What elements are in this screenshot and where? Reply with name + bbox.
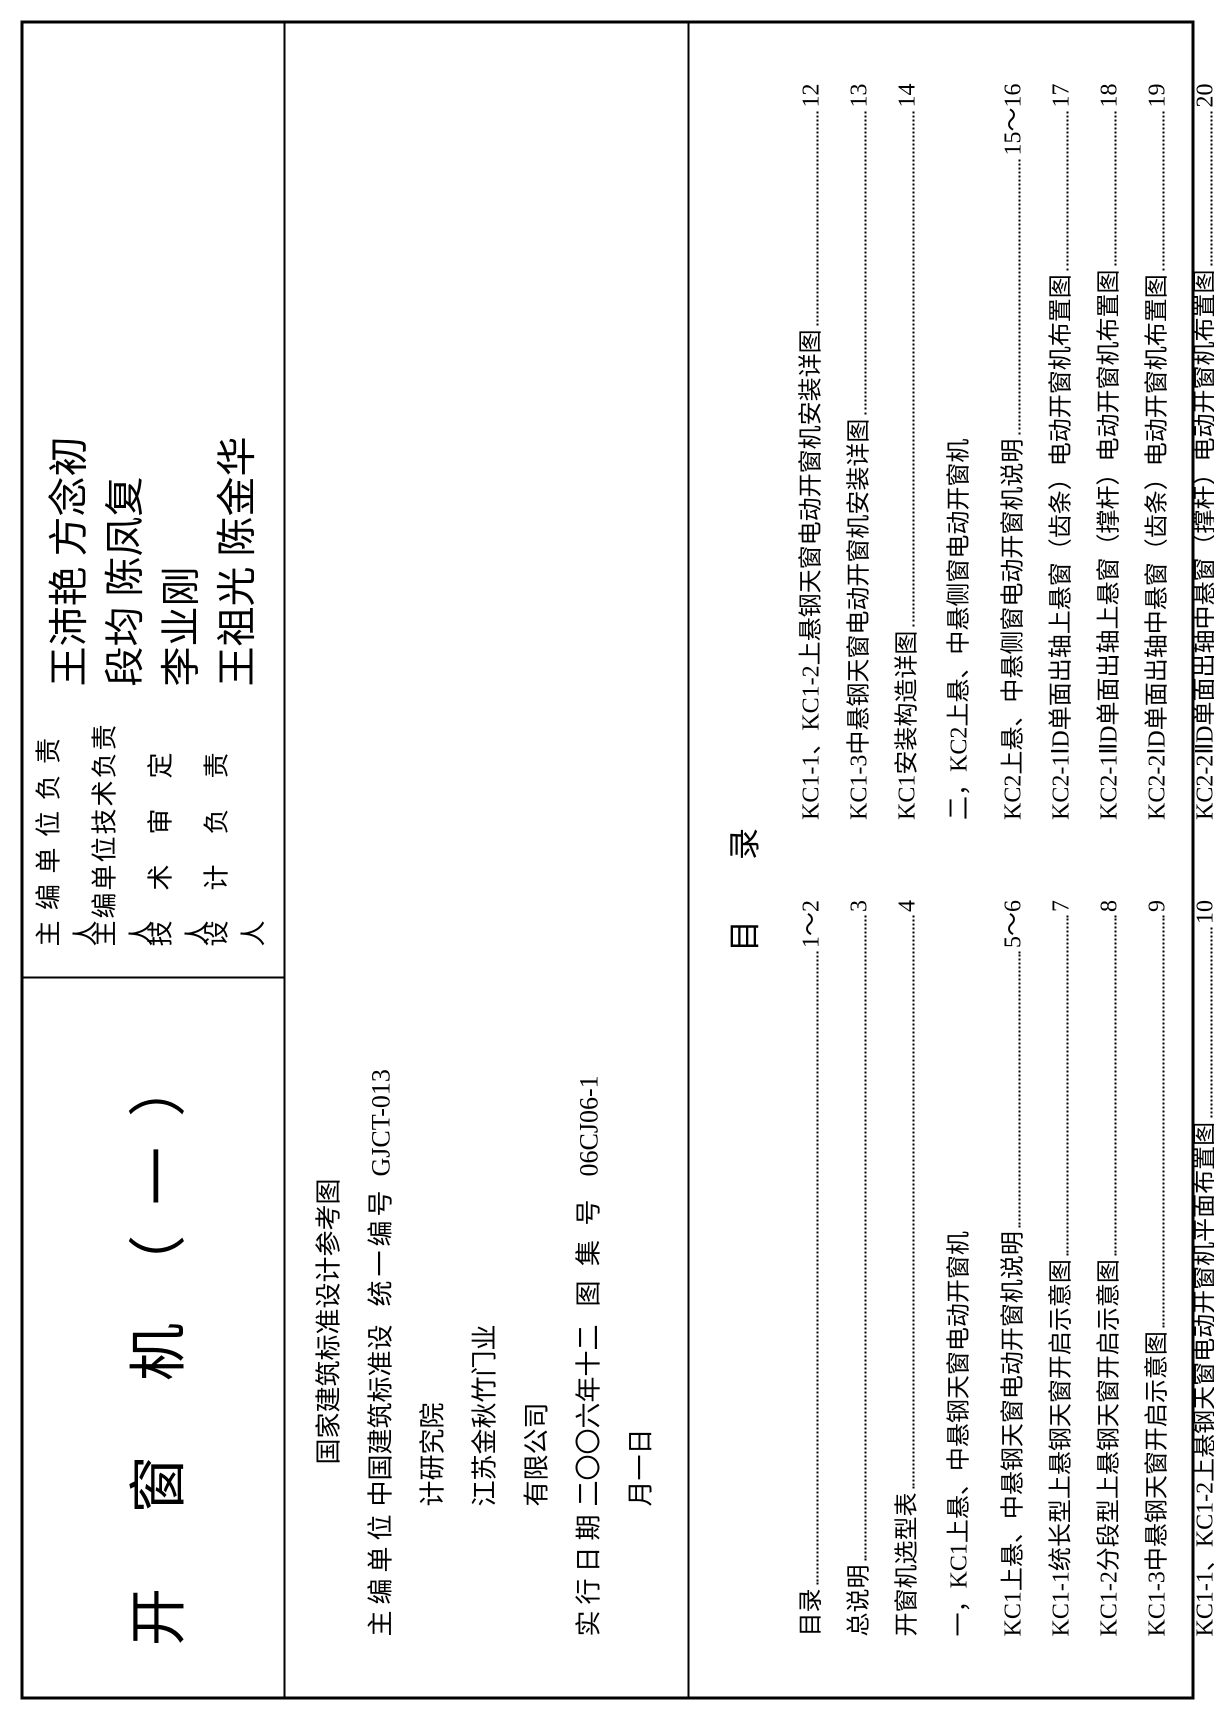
toc-left-item-page-2: 8 bbox=[1085, 900, 1133, 912]
date-label: 实行日期 bbox=[563, 1506, 667, 1636]
toc-right-top-page-1: 13 bbox=[835, 83, 883, 107]
toc-left-item-label-4: KC1-1、KC1-2上悬钢天窗电动开窗机平面布置图 bbox=[1181, 1121, 1214, 1636]
sig-line-0: 主 编 单 位 负 责 人 王沛艳 方念初 bbox=[41, 53, 89, 946]
toc-leader bbox=[864, 111, 866, 414]
toc-right-item-label-0: KC2上悬、中悬侧窗电动开窗机说明 bbox=[989, 438, 1037, 819]
toc-left-top-label-2: 开窗机选型表 bbox=[883, 1492, 931, 1636]
toc-right-item-label-3: KC2-2ⅠD单面出轴中悬窗（齿条）电动开窗机布置图 bbox=[1133, 274, 1181, 820]
info-block: 国家建筑标准设计参考图 主编单位 中国建筑标准设计研究院 江苏金秋竹门业有限公司… bbox=[285, 23, 689, 1696]
editors-line: 主编单位 中国建筑标准设计研究院 江苏金秋竹门业有限公司 统一编号 GJCT-0… bbox=[355, 1006, 563, 1636]
toc-left-heading: 一，KC1上悬、中悬钢天窗电动开窗机 bbox=[931, 900, 989, 1637]
editors-label: 主编单位 bbox=[355, 1506, 563, 1636]
toc-leader bbox=[864, 916, 866, 1561]
toc-left-top-1: 总说明 3 bbox=[835, 900, 883, 1637]
date-line: 实行日期 二〇〇六年十二月一日 图 集 号 06CJ06-1 bbox=[563, 1006, 667, 1636]
ref-title: 国家建筑标准设计参考图 bbox=[303, 1006, 355, 1636]
toc-left-item-page-1: 7 bbox=[1037, 900, 1085, 912]
toc-right-item-page-1: 17 bbox=[1037, 83, 1085, 107]
code1-value: GJCT-013 bbox=[355, 1006, 407, 1176]
toc-leader bbox=[1066, 111, 1068, 270]
sig-line-3: 设 计 负 责 人 王祖光 陈金华 bbox=[209, 53, 257, 946]
toc-right-heading: 二，KC2上悬、中悬侧窗电动开窗机 bbox=[931, 83, 989, 820]
editor-0: 中国建筑标准设计研究院 bbox=[366, 1324, 447, 1506]
sig-name-3: 王祖光 陈金华 bbox=[204, 436, 262, 686]
toc-left-top-page-2: 4 bbox=[883, 900, 931, 912]
toc-right-top-2: KC1安装构造详图 14 bbox=[883, 83, 931, 820]
toc-right-item-page-4: 20 bbox=[1181, 83, 1214, 107]
toc-right-item-1: KC2-1ⅠD单面出轴上悬窗（齿条）电动开窗机布置图 17 bbox=[1037, 83, 1085, 820]
toc-right-top-label-0: KC1-1、KC1-2上悬钢天窗电动开窗机安装详图 bbox=[787, 329, 835, 820]
toc-left-top-page-1: 3 bbox=[835, 900, 883, 912]
toc-right-item-label-2: KC2-1ⅡD单面出轴上悬窗（撑杆）电动开窗机布置图 bbox=[1085, 269, 1133, 819]
doc-title: 开 窗 机（一） bbox=[23, 976, 283, 1696]
toc-right-top-page-0: 12 bbox=[787, 83, 835, 107]
toc-left-item-page-4: 10 bbox=[1181, 900, 1214, 924]
toc-left-item-label-3: KC1-3中悬钢天窗开启示意图 bbox=[1133, 1331, 1181, 1636]
toc-col-left: 目录 1～2 总说明 3 开窗机选型表 4 一，KC1上悬、中悬钢天窗电动开窗机 KC1上… bbox=[787, 860, 1214, 1637]
toc-leader bbox=[1162, 916, 1164, 1327]
toc-leader bbox=[816, 952, 818, 1585]
toc-left-item-page-3: 9 bbox=[1133, 900, 1181, 912]
toc-right-item-page-3: 19 bbox=[1133, 83, 1181, 107]
code2-label: 图 集 号 bbox=[563, 1176, 667, 1306]
toc-left-item-label-2: KC1-2分段型上悬钢天窗开启示意图 bbox=[1085, 1259, 1133, 1636]
toc-right-top-label-2: KC1安装构造详图 bbox=[883, 630, 931, 819]
toc-left-top-2: 开窗机选型表 4 bbox=[883, 900, 931, 1637]
toc-right-top-0: KC1-1、KC1-2上悬钢天窗电动开窗机安装详图 12 bbox=[787, 83, 835, 820]
toc-left-top-label-0: 目录 bbox=[787, 1588, 835, 1636]
toc-left-item-4: KC1-1、KC1-2上悬钢天窗电动开窗机平面布置图 10 bbox=[1181, 900, 1214, 1637]
toc-leader bbox=[1210, 928, 1212, 1118]
signatures-block: 主 编 单 位 负 责 人 王沛艳 方念初 主编单位技术负责人 段均 陈凤复 技… bbox=[23, 23, 283, 976]
date-value: 二〇〇六年十二月一日 bbox=[563, 1306, 667, 1506]
toc-left-top-page-0: 1～2 bbox=[787, 900, 835, 948]
toc-title: 目录 bbox=[689, 23, 787, 1696]
toc-right-item-0: KC2上悬、中悬侧窗电动开窗机说明 15～16 bbox=[989, 83, 1037, 820]
toc-left-top-label-1: 总说明 bbox=[835, 1564, 883, 1636]
sig-line-2: 技 术 审 定 人 李业刚 bbox=[153, 53, 201, 946]
toc-right-item-label-4: KC2-2ⅡD单面出轴中悬窗（撑杆）电动开窗机布置图 bbox=[1181, 269, 1214, 819]
sig-name-0: 王沛艳 方念初 bbox=[36, 436, 94, 686]
toc-leader bbox=[912, 111, 914, 626]
header: 开 窗 机（一） 主 编 单 位 负 责 人 王沛艳 方念初 主编单位技术负责人… bbox=[23, 23, 285, 1696]
toc-leader bbox=[1018, 159, 1020, 434]
sig-label-3: 设 计 负 责 人 bbox=[196, 706, 270, 946]
sig-name-1: 段均 陈凤复 bbox=[92, 476, 150, 686]
editor-1: 江苏金秋竹门业有限公司 bbox=[470, 1324, 551, 1506]
toc-right-item-4: KC2-2ⅡD单面出轴中悬窗（撑杆）电动开窗机布置图 20 bbox=[1181, 83, 1214, 820]
toc-right-item-page-0: 15～16 bbox=[989, 83, 1037, 155]
info-left: 国家建筑标准设计参考图 主编单位 中国建筑标准设计研究院 江苏金秋竹门业有限公司… bbox=[285, 976, 687, 1696]
drawing-sheet: 开 窗 机（一） 主 编 单 位 负 责 人 王沛艳 方念初 主编单位技术负责人… bbox=[20, 20, 1194, 1699]
toc-leader bbox=[816, 111, 818, 325]
toc-left-item-3: KC1-3中悬钢天窗开启示意图 9 bbox=[1133, 900, 1181, 1637]
toc-left-item-page-0: 5～6 bbox=[989, 900, 1037, 948]
toc-right-item-page-2: 18 bbox=[1085, 83, 1133, 107]
code2-value: 06CJ06-1 bbox=[563, 1006, 667, 1176]
toc-right-top-page-2: 14 bbox=[883, 83, 931, 107]
toc-leader bbox=[1210, 111, 1212, 265]
toc-col-right: KC1-1、KC1-2上悬钢天窗电动开窗机安装详图12KC1-3中悬钢天窗电动开… bbox=[787, 83, 1214, 860]
toc-left-item-label-0: KC1上悬、中悬钢天窗电动开窗机说明 bbox=[989, 1231, 1037, 1636]
toc-left-item-2: KC1-2分段型上悬钢天窗开启示意图 8 bbox=[1085, 900, 1133, 1637]
toc-right-item-label-1: KC2-1ⅠD单面出轴上悬窗（齿条）电动开窗机布置图 bbox=[1037, 274, 1085, 820]
toc-right-top-label-1: KC1-3中悬钢天窗电动开窗机安装详图 bbox=[835, 418, 883, 819]
toc-leader bbox=[1114, 916, 1116, 1255]
toc-leader bbox=[1114, 111, 1116, 265]
toc-body: 目录 1～2 总说明 3 开窗机选型表 4 一，KC1上悬、中悬钢天窗电动开窗机 KC1上… bbox=[787, 23, 1214, 1696]
toc-left-item-label-1: KC1-1统长型上悬钢天窗开启示意图 bbox=[1037, 1259, 1085, 1636]
code1-label: 统一编号 bbox=[355, 1176, 407, 1306]
toc-left-item-1: KC1-1统长型上悬钢天窗开启示意图 7 bbox=[1037, 900, 1085, 1637]
toc-leader bbox=[912, 916, 914, 1489]
toc-leader bbox=[1162, 111, 1164, 270]
toc-right-item-2: KC2-1ⅡD单面出轴上悬窗（撑杆）电动开窗机布置图 18 bbox=[1085, 83, 1133, 820]
toc-left-item-0: KC1上悬、中悬钢天窗电动开窗机说明 5～6 bbox=[989, 900, 1037, 1637]
toc-left-top-0: 目录 1～2 bbox=[787, 900, 835, 1637]
sig-name-2: 李业刚 bbox=[148, 566, 206, 686]
toc-leader bbox=[1018, 952, 1020, 1227]
sig-line-1: 主编单位技术负责人 段均 陈凤复 bbox=[97, 53, 145, 946]
toc-leader bbox=[1066, 916, 1068, 1255]
toc-right-top-1: KC1-3中悬钢天窗电动开窗机安装详图 13 bbox=[835, 83, 883, 820]
toc-right-item-3: KC2-2ⅠD单面出轴中悬窗（齿条）电动开窗机布置图 19 bbox=[1133, 83, 1181, 820]
